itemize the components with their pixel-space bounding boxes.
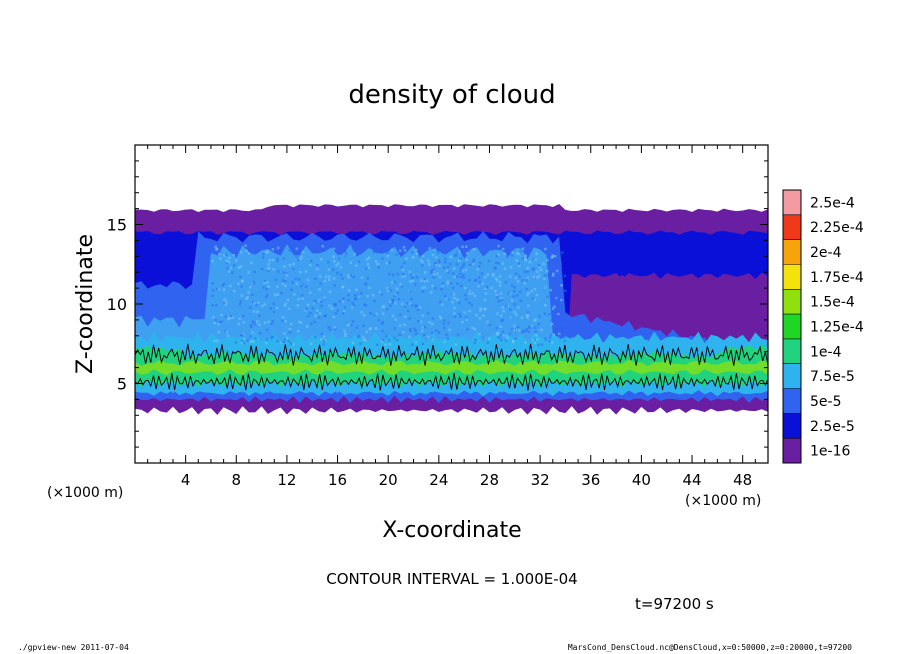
colorbar-swatch xyxy=(783,289,801,315)
colorbar-swatch xyxy=(783,438,801,463)
colorbar-label: 1.25e-4 xyxy=(810,320,864,336)
y-axis-unit: (×1000 m) xyxy=(47,485,123,501)
footer-right: MarsCond_DensCloud.nc@DensCloud,x=0:5000… xyxy=(568,643,852,652)
contour-interval-text: CONTOUR INTERVAL = 1.000E-04 xyxy=(326,570,577,588)
y-tick-label: 5 xyxy=(117,375,127,394)
footer-left: ./gpview-new 2011-07-04 xyxy=(18,643,129,652)
colorbar-label: 5e-5 xyxy=(810,394,841,410)
colorbar-label: 1e-16 xyxy=(810,444,850,460)
x-tick-label: 48 xyxy=(733,471,752,489)
colorbar-swatch xyxy=(783,214,801,240)
y-tick-label: 15 xyxy=(107,216,127,235)
colorbar-swatch xyxy=(783,413,801,439)
x-axis-unit: (×1000 m) xyxy=(685,493,761,509)
x-tick-label: 32 xyxy=(531,471,550,489)
x-tick-label: 16 xyxy=(328,471,347,489)
colorbar-swatch xyxy=(783,338,801,364)
colorbar-label: 2.5e-4 xyxy=(810,195,855,211)
chart-title: density of cloud xyxy=(348,80,555,110)
colorbar-label: 1.5e-4 xyxy=(810,295,855,311)
colorbar: 1e-16 2.5e-5 5e-5 7.5e-5 1e-4 1.25e-4 1.5e-4 1.… xyxy=(782,189,864,464)
y-axis-label: Z-coordinate xyxy=(73,234,98,374)
colorbar-swatch xyxy=(783,314,801,339)
colorbar-swatch xyxy=(783,264,801,290)
band-lower-right xyxy=(135,274,768,384)
colorbar-swatch xyxy=(783,363,801,389)
colorbar-label: 1.75e-4 xyxy=(810,270,864,286)
x-tick-label: 12 xyxy=(277,471,296,489)
colorbar-label: 2.25e-4 xyxy=(810,220,864,236)
colorbar-label: 1e-4 xyxy=(810,344,842,360)
colorbar-swatch xyxy=(783,190,801,215)
colorbar-label: 7.5e-5 xyxy=(810,369,855,385)
x-tick-label: 40 xyxy=(632,471,651,489)
x-tick-label: 24 xyxy=(429,471,448,489)
density-field xyxy=(135,204,768,415)
x-tick-label: 44 xyxy=(682,471,701,489)
x-tick-label: 4 xyxy=(181,471,191,489)
field-speckle xyxy=(211,243,567,347)
x-tick-label: 20 xyxy=(379,471,398,489)
contour-line xyxy=(135,343,768,391)
colorbar-swatch xyxy=(783,388,801,414)
x-tick-label: 36 xyxy=(581,471,600,489)
colorbar-label: 2e-4 xyxy=(810,245,842,261)
x-tick-label: 8 xyxy=(232,471,242,489)
colorbar-label: 2.5e-5 xyxy=(810,419,855,435)
y-tick-label: 10 xyxy=(107,295,127,314)
colorbar-swatch xyxy=(783,239,801,265)
x-axis-label: X-coordinate xyxy=(382,518,521,543)
time-label: t=97200 s xyxy=(635,595,714,613)
x-tick-label: 28 xyxy=(480,471,499,489)
